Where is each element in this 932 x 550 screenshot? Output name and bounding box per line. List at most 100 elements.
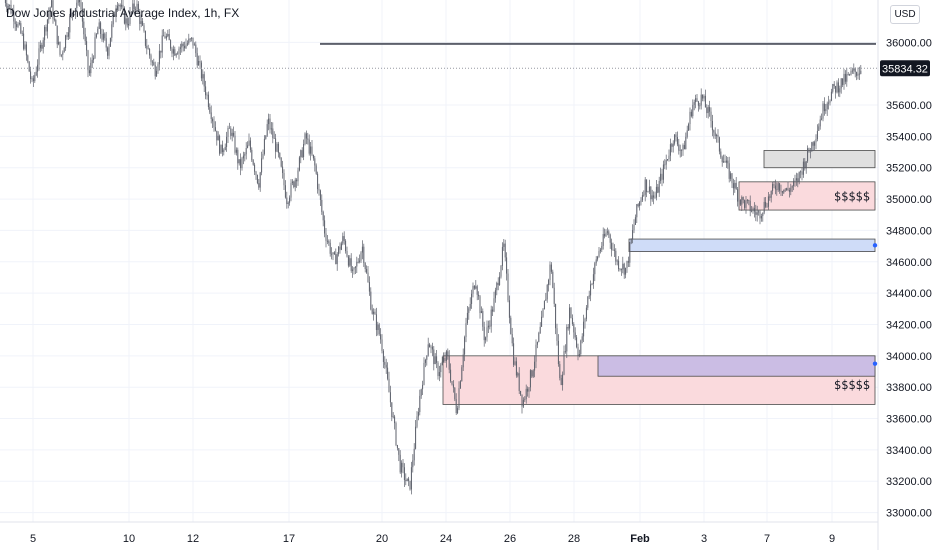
candle-body — [538, 333, 540, 342]
candle-body — [809, 151, 811, 153]
candle-body — [202, 74, 204, 79]
candle-body — [359, 260, 361, 262]
candle-body — [545, 299, 547, 301]
candle-body — [681, 149, 683, 151]
candle-body — [563, 351, 565, 375]
candle-body — [637, 204, 639, 207]
candle-body — [438, 372, 440, 377]
candle-body — [79, 0, 81, 3]
candle-body — [228, 127, 230, 129]
candle-body — [91, 59, 93, 63]
candle-body — [482, 311, 484, 327]
candle-body — [329, 242, 331, 254]
candle-body — [455, 399, 457, 414]
candle-body — [464, 337, 466, 355]
candle-body — [45, 26, 47, 32]
candle-body — [830, 91, 832, 101]
candle-body — [157, 64, 159, 71]
candle-body — [833, 83, 835, 87]
candle-body — [738, 199, 740, 202]
candle-body — [181, 43, 183, 48]
candle-body — [261, 158, 263, 173]
candle-body — [339, 246, 341, 250]
zone-pink-top — [738, 181, 876, 211]
candle-body — [291, 181, 293, 184]
candle-body — [427, 344, 429, 356]
candle-body — [408, 478, 410, 481]
candle-body — [38, 48, 40, 65]
candle-body — [689, 111, 691, 125]
zone-label: $$$$$ — [834, 378, 870, 392]
candle-body — [465, 323, 467, 338]
candle-body — [430, 346, 432, 348]
candle-body — [543, 300, 545, 310]
candle-body — [850, 70, 852, 75]
candle-body — [373, 311, 375, 314]
candle-body — [630, 239, 632, 244]
candle-body — [171, 48, 173, 54]
candle-body — [142, 21, 144, 26]
candle-body — [282, 166, 284, 173]
candle-body — [444, 357, 446, 362]
candle-body — [178, 48, 180, 54]
candle-body — [377, 324, 379, 331]
candle-body — [623, 263, 625, 275]
candle-body — [660, 173, 662, 181]
candle-body — [597, 256, 599, 260]
candle-body — [667, 159, 669, 161]
candle-body — [322, 211, 324, 221]
candle-body — [350, 258, 352, 271]
last-price-tag — [880, 60, 930, 77]
candle-body — [445, 351, 447, 362]
candle-body — [196, 53, 198, 66]
candle-body — [452, 384, 454, 388]
time-tick-label: 26 — [504, 533, 516, 545]
candle-body — [555, 303, 557, 329]
candle-body — [702, 94, 704, 99]
candle-body — [832, 83, 834, 92]
candle-body — [399, 454, 401, 473]
candle-body — [541, 316, 543, 327]
candle-body — [32, 78, 34, 82]
candle-body — [370, 291, 372, 310]
candle-body — [766, 206, 768, 208]
candle-body — [741, 197, 743, 205]
candle-body — [730, 173, 732, 179]
candle-body — [249, 140, 251, 150]
candle-body — [706, 107, 708, 114]
candle-body — [275, 138, 277, 152]
candle-body — [451, 381, 453, 385]
candle-body — [338, 246, 340, 255]
candle-body — [584, 318, 586, 322]
candle-body — [214, 127, 216, 131]
candle-body — [751, 210, 753, 212]
candle-body — [609, 234, 611, 243]
candle-body — [121, 4, 123, 7]
time-tick-label: 9 — [829, 533, 835, 545]
candle-body — [797, 178, 799, 182]
candle-body — [508, 300, 510, 318]
candle-body — [647, 191, 649, 193]
price-tick-label: 34200.00 — [886, 319, 932, 331]
candle-body — [678, 144, 680, 151]
candle-body — [163, 35, 165, 37]
candle-body — [209, 107, 211, 113]
time-tick-label: 3 — [701, 533, 707, 545]
candle-body — [74, 8, 76, 15]
candle-body — [577, 347, 579, 356]
candle-body — [426, 355, 428, 360]
candle-body — [668, 155, 670, 160]
candle-body — [501, 246, 503, 266]
candle-body — [472, 285, 474, 294]
candle-body — [574, 332, 576, 338]
candle-body — [713, 130, 715, 133]
candle-body — [65, 35, 67, 49]
currency-button[interactable]: USD — [890, 5, 920, 24]
candle-body — [102, 33, 104, 40]
price-tick-label: 34400.00 — [886, 288, 932, 300]
candle-body — [622, 263, 624, 270]
candle-body — [251, 149, 253, 161]
candle-body — [513, 343, 515, 365]
candle-body — [805, 161, 807, 169]
